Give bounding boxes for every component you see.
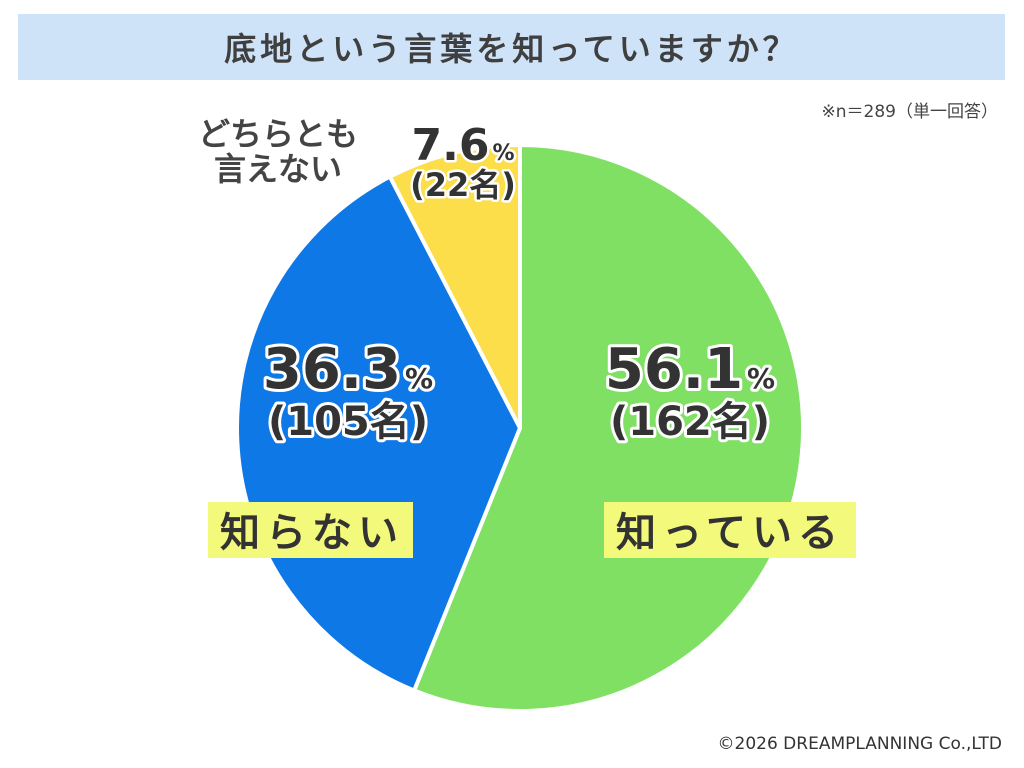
slice-known-label-bg [604, 502, 856, 558]
sample-note: ※n＝289（単一回答） [821, 102, 998, 122]
chart-title: 底地という言葉を知っていますか？ [224, 30, 799, 68]
slice-neither-label-line-2: 言えない [214, 150, 342, 188]
slice-neither-percent: 7.6% [412, 120, 515, 171]
slice-known-percent: 56.1% [605, 337, 775, 402]
slice-neither-count: (22名) [410, 166, 516, 204]
pie-slice-known [412, 143, 805, 713]
slice-neither-labels: 7.6% (22名) どちらとも 言えない [198, 115, 518, 207]
slice-known-count: (162名) [610, 399, 770, 445]
slice-known-label: 知っている [616, 510, 844, 556]
slice-unknown-label: 知らない [220, 510, 404, 556]
pie-slice-neither [387, 143, 522, 430]
copyright: ©2026 DREAMPLANNING Co.,LTD [717, 734, 1002, 754]
title-bar: 底地という言葉を知っていますか？ [18, 14, 1005, 80]
slice-unknown-percent: 36.3% [263, 337, 433, 402]
slice-unknown-count: (105名) [268, 399, 428, 445]
slice-unknown-label-bg [208, 502, 413, 558]
pie-slice-unknown [235, 174, 522, 693]
slice-unknown-labels: 36.3% (105名) 知らない [208, 334, 436, 558]
slice-known-labels: 56.1% (162名) 知っている [602, 334, 856, 558]
slice-neither-label-line-1: どちらとも [198, 115, 358, 153]
